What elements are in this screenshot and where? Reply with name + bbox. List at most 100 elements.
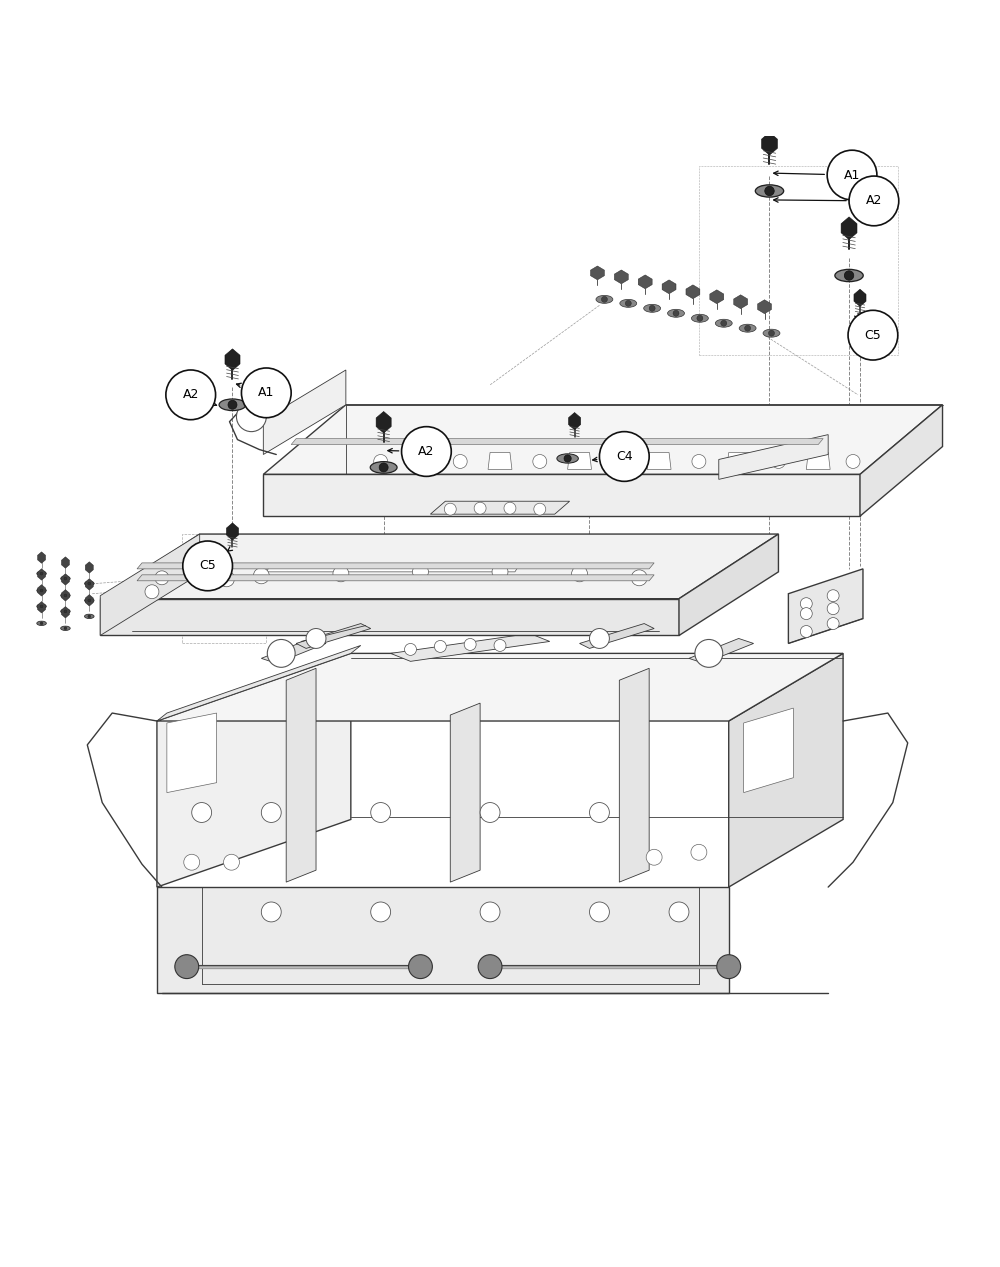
Polygon shape (38, 552, 46, 564)
Circle shape (849, 176, 899, 226)
Circle shape (224, 854, 239, 870)
Polygon shape (569, 413, 581, 430)
Polygon shape (841, 217, 857, 239)
Ellipse shape (61, 576, 70, 580)
Circle shape (228, 400, 237, 409)
Circle shape (374, 455, 388, 469)
Circle shape (765, 186, 774, 195)
Polygon shape (729, 654, 843, 887)
Circle shape (261, 802, 281, 822)
Polygon shape (734, 295, 748, 309)
Circle shape (771, 455, 785, 469)
Circle shape (646, 849, 662, 865)
Polygon shape (157, 654, 843, 721)
Circle shape (219, 571, 234, 587)
Polygon shape (225, 348, 240, 370)
Text: A2: A2 (866, 194, 882, 208)
Polygon shape (157, 645, 361, 721)
Polygon shape (100, 599, 679, 636)
Ellipse shape (61, 626, 70, 631)
Polygon shape (788, 569, 863, 644)
Circle shape (612, 455, 626, 469)
Circle shape (409, 955, 432, 978)
Ellipse shape (37, 588, 46, 593)
Polygon shape (261, 639, 326, 664)
Ellipse shape (620, 299, 637, 308)
Polygon shape (263, 474, 860, 516)
Circle shape (590, 902, 609, 922)
Circle shape (453, 455, 467, 469)
Circle shape (371, 802, 391, 822)
Polygon shape (157, 654, 351, 887)
Circle shape (590, 802, 609, 822)
Polygon shape (61, 556, 69, 569)
Circle shape (40, 604, 43, 608)
Polygon shape (430, 502, 570, 514)
Circle shape (236, 402, 266, 432)
Circle shape (64, 627, 67, 630)
Circle shape (88, 614, 91, 618)
Circle shape (371, 902, 391, 922)
Circle shape (40, 622, 43, 625)
Polygon shape (38, 602, 46, 613)
Circle shape (261, 902, 281, 922)
Ellipse shape (557, 454, 578, 464)
Circle shape (599, 432, 649, 481)
Polygon shape (409, 452, 432, 469)
Ellipse shape (739, 324, 756, 332)
Polygon shape (662, 280, 676, 294)
Polygon shape (376, 412, 391, 433)
Circle shape (768, 331, 774, 336)
Circle shape (848, 310, 898, 360)
Circle shape (800, 626, 812, 637)
Polygon shape (488, 452, 512, 469)
Circle shape (631, 570, 647, 585)
Polygon shape (806, 452, 830, 469)
Circle shape (480, 902, 500, 922)
Circle shape (846, 455, 860, 469)
Ellipse shape (37, 604, 46, 608)
Circle shape (166, 370, 216, 419)
Polygon shape (296, 623, 371, 649)
Circle shape (494, 640, 506, 651)
Circle shape (695, 640, 723, 668)
Polygon shape (61, 589, 69, 601)
Polygon shape (580, 623, 654, 649)
Polygon shape (647, 452, 671, 469)
Circle shape (800, 608, 812, 620)
Polygon shape (854, 289, 866, 307)
Polygon shape (758, 300, 771, 314)
Text: C4: C4 (616, 450, 633, 462)
Circle shape (590, 628, 609, 649)
Circle shape (474, 502, 486, 514)
Ellipse shape (715, 319, 732, 327)
Polygon shape (85, 579, 93, 590)
Ellipse shape (219, 399, 246, 411)
Polygon shape (85, 594, 93, 606)
Circle shape (800, 598, 812, 609)
Circle shape (253, 568, 269, 584)
Circle shape (673, 310, 679, 317)
Circle shape (402, 427, 451, 476)
Polygon shape (266, 564, 520, 571)
Polygon shape (38, 569, 46, 580)
Circle shape (379, 462, 388, 471)
Circle shape (64, 609, 67, 613)
Polygon shape (391, 634, 550, 661)
Circle shape (692, 455, 706, 469)
Circle shape (669, 902, 689, 922)
Circle shape (625, 300, 631, 307)
Circle shape (721, 321, 727, 326)
Circle shape (492, 564, 508, 580)
Polygon shape (590, 266, 604, 280)
Polygon shape (137, 575, 654, 580)
Polygon shape (61, 607, 69, 618)
Polygon shape (860, 404, 943, 516)
Ellipse shape (668, 309, 684, 317)
Circle shape (145, 585, 159, 599)
Circle shape (88, 599, 91, 602)
Circle shape (434, 640, 446, 653)
Polygon shape (679, 535, 778, 636)
Circle shape (267, 640, 295, 668)
Polygon shape (291, 438, 823, 445)
